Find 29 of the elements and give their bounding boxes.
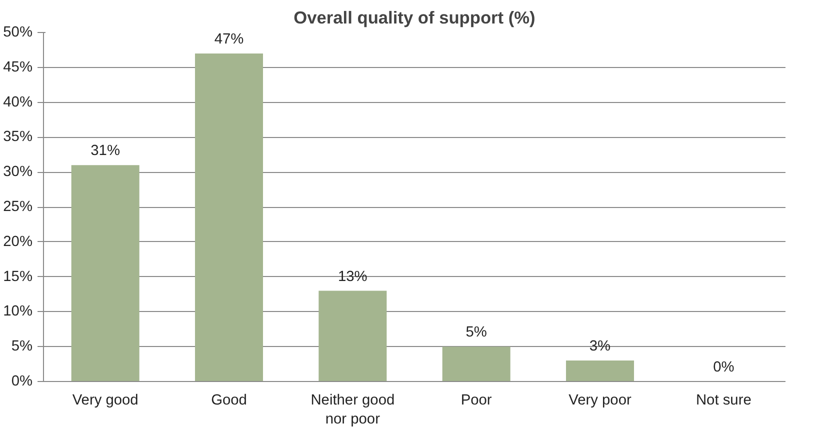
bar <box>194 53 264 382</box>
data-label: 13% <box>338 268 368 285</box>
x-tick-label: Poor <box>460 392 492 408</box>
y-tick-label: 15% <box>3 268 33 285</box>
y-tick-label: 25% <box>3 199 33 215</box>
chart-title: Overall quality of support (%) <box>294 8 536 28</box>
x-tick-label: Good <box>211 392 247 408</box>
bar <box>71 165 140 382</box>
x-tick-label: Very good <box>72 392 138 408</box>
x-tick-label: Neither good nor poor <box>310 392 395 428</box>
y-tick-label: 0% <box>11 374 33 390</box>
data-label: 47% <box>214 31 244 48</box>
bar <box>442 346 510 382</box>
data-label: 5% <box>466 324 487 341</box>
y-tick-label: 20% <box>3 234 33 250</box>
y-tick-label: 5% <box>11 338 33 355</box>
y-tick-label: 30% <box>3 164 33 180</box>
y-tick-label: 35% <box>3 129 33 146</box>
y-tick-label: 40% <box>3 94 33 110</box>
y-tick-label: 45% <box>3 59 33 76</box>
data-label: 0% <box>713 360 734 376</box>
x-tick-label: Not sure <box>696 392 752 408</box>
y-tick-label: 10% <box>3 304 33 320</box>
y-tick-label: 50% <box>3 24 33 40</box>
data-label: 31% <box>90 143 120 160</box>
x-tick-label: Very poor <box>568 392 632 408</box>
data-label: 3% <box>589 338 611 355</box>
bar <box>318 290 387 382</box>
bar <box>566 360 634 382</box>
